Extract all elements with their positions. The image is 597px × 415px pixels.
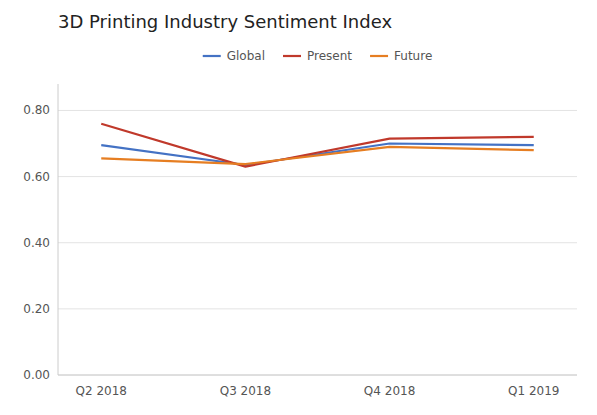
- y-tick-label: 0.80: [23, 103, 50, 117]
- x-tick-label: Q3 2018: [220, 384, 271, 398]
- y-tick-label: 0.20: [23, 302, 50, 316]
- y-tick-label: 0.60: [23, 170, 50, 184]
- grid-line: [58, 375, 577, 376]
- grid-line: [58, 176, 577, 177]
- x-tick-label: Q4 2018: [364, 384, 415, 398]
- y-axis-line: [58, 84, 59, 375]
- series-line: [101, 147, 534, 164]
- legend-label: Global: [227, 49, 265, 63]
- plot-area: [101, 124, 534, 167]
- legend-swatch: [283, 55, 301, 57]
- grid-line: [58, 110, 577, 111]
- chart: 3D Printing Industry Sentiment Index 0.00…: [0, 0, 597, 415]
- grid-line: [58, 242, 577, 243]
- legend-swatch: [203, 55, 221, 57]
- x-axis-line: [58, 375, 577, 376]
- legend-swatch: [370, 55, 388, 57]
- series-line: [101, 144, 534, 166]
- title: 3D Printing Industry Sentiment Index: [58, 11, 392, 32]
- grid-line: [58, 308, 577, 309]
- x-tick-label: Q1 2019: [508, 384, 559, 398]
- legend-label: Future: [394, 49, 432, 63]
- series-line: [101, 124, 534, 167]
- legend: Global Present Future: [203, 49, 433, 63]
- y-tick-label: 0.40: [23, 236, 50, 250]
- legend-label: Present: [307, 49, 352, 63]
- x-tick-label: Q2 2018: [76, 384, 127, 398]
- y-tick-label: 0.00: [23, 368, 50, 382]
